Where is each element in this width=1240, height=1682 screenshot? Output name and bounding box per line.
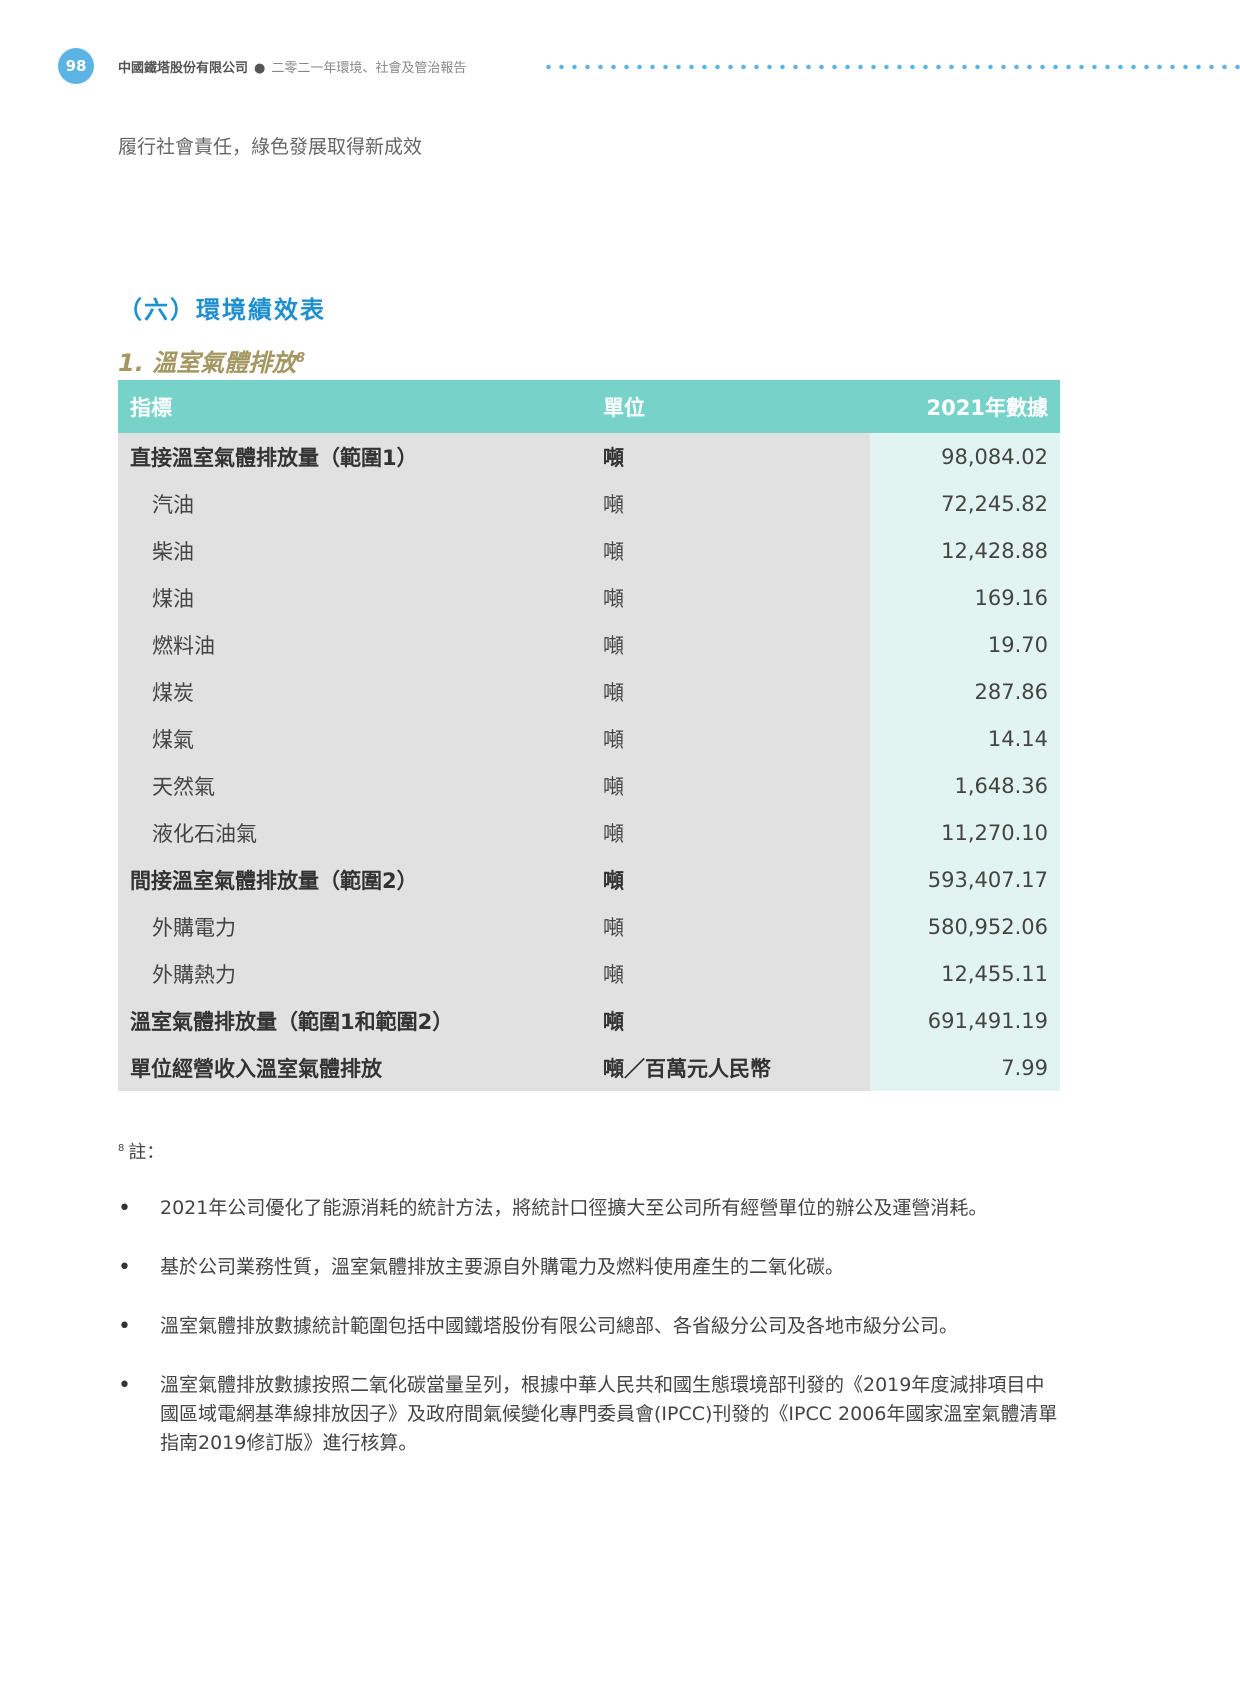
indicator-cell: 天然氣: [118, 762, 591, 809]
table-row: 天然氣噸 1,648.36: [118, 762, 1060, 809]
value-cell: 580,952.06: [870, 903, 1060, 950]
value-cell: 1,648.36: [870, 762, 1060, 809]
unit-cell: 噸: [591, 574, 870, 621]
unit-cell: 噸: [591, 715, 870, 762]
table-header: 指標 單位 2021年數據: [118, 380, 1060, 433]
unit-cell: 噸: [591, 668, 870, 715]
company-name: 中國鐵塔股份有限公司: [118, 61, 249, 76]
report-title: 二零二一年環境、社會及管治報告: [271, 61, 467, 76]
unit-cell: 噸: [591, 762, 870, 809]
table-row: 汽油噸 72,245.82: [118, 480, 1060, 527]
table-row: 外購熱力噸 12,455.11: [118, 950, 1060, 997]
value-cell: 593,407.17: [870, 856, 1060, 903]
value-cell: 11,270.10: [870, 809, 1060, 856]
indicator-cell: 外購熱力: [118, 950, 591, 997]
unit-cell: 噸／百萬元人民幣: [591, 1044, 870, 1091]
separator-dot: ●: [254, 61, 266, 76]
column-header-value: 2021年數據: [870, 380, 1060, 433]
value-cell: 7.99: [870, 1044, 1060, 1091]
footnote-list: 2021年公司優化了能源消耗的統計方法，將統計口徑擴大至公司所有經營單位的辦公及…: [118, 1194, 1063, 1488]
dotted-rule: [542, 64, 1240, 70]
list-item: 溫室氣體排放數據統計範圍包括中國鐵塔股份有限公司總部、各省級分公司及各地市級分公…: [118, 1312, 1063, 1341]
value-cell: 12,428.88: [870, 527, 1060, 574]
running-header: 中國鐵塔股份有限公司 ● 二零二一年環境、社會及管治報告: [118, 57, 466, 76]
unit-cell: 噸: [591, 527, 870, 574]
value-cell: 98,084.02: [870, 433, 1060, 480]
unit-cell: 噸: [591, 950, 870, 997]
table-row: 間接溫室氣體排放量（範圍2）噸 593,407.17: [118, 856, 1060, 903]
indicator-cell: 間接溫室氣體排放量（範圍2）: [118, 856, 591, 903]
list-item: 基於公司業務性質，溫室氣體排放主要源自外購電力及燃料使用產生的二氧化碳。: [118, 1253, 1063, 1282]
unit-cell: 噸: [591, 903, 870, 950]
table-row: 煤炭噸 287.86: [118, 668, 1060, 715]
table-row: 燃料油噸 19.70: [118, 621, 1060, 668]
value-cell: 19.70: [870, 621, 1060, 668]
column-header-unit: 單位: [591, 380, 870, 433]
table-row: 液化石油氣噸 11,270.10: [118, 809, 1060, 856]
page-number-badge: 98: [58, 48, 94, 84]
indicator-cell: 汽油: [118, 480, 591, 527]
section-title: 履行社會責任，綠色發展取得新成效: [118, 136, 423, 158]
unit-cell: 噸: [591, 809, 870, 856]
indicator-cell: 液化石油氣: [118, 809, 591, 856]
indicator-cell: 溫室氣體排放量（範圍1和範圍2）: [118, 997, 591, 1044]
table-row: 溫室氣體排放量（範圍1和範圍2）噸 691,491.19: [118, 997, 1060, 1044]
heading: （六）環境績效表: [118, 296, 326, 324]
column-header-indicator: 指標: [118, 380, 591, 433]
unit-cell: 噸: [591, 856, 870, 903]
indicator-cell: 柴油: [118, 527, 591, 574]
table-row: 外購電力噸 580,952.06: [118, 903, 1060, 950]
table-row: 煤氣噸 14.14: [118, 715, 1060, 762]
indicator-cell: 煤炭: [118, 668, 591, 715]
table-row: 煤油噸 169.16: [118, 574, 1060, 621]
value-cell: 287.86: [870, 668, 1060, 715]
unit-cell: 噸: [591, 621, 870, 668]
table-row: 單位經營收入溫室氣體排放 噸／百萬元人民幣 7.99: [118, 1044, 1060, 1091]
unit-cell: 噸: [591, 433, 870, 480]
list-item: 溫室氣體排放數據按照二氧化碳當量呈列，根據中華人民共和國生態環境部刊發的《201…: [118, 1371, 1063, 1458]
footnote-ref: 8: [296, 351, 306, 366]
indicator-cell: 直接溫室氣體排放量（範圍1）: [118, 433, 591, 480]
list-item: 2021年公司優化了能源消耗的統計方法，將統計口徑擴大至公司所有經營單位的辦公及…: [118, 1194, 1063, 1223]
footnote-label: 8 註：: [118, 1142, 165, 1163]
indicator-cell: 煤氣: [118, 715, 591, 762]
table-row: 直接溫室氣體排放量（範圍1）噸 98,084.02: [118, 433, 1060, 480]
value-cell: 14.14: [870, 715, 1060, 762]
value-cell: 169.16: [870, 574, 1060, 621]
subheading: 1. 溫室氣體排放8: [118, 349, 306, 377]
value-cell: 72,245.82: [870, 480, 1060, 527]
indicator-cell: 外購電力: [118, 903, 591, 950]
value-cell: 12,455.11: [870, 950, 1060, 997]
indicator-cell: 燃料油: [118, 621, 591, 668]
unit-cell: 噸: [591, 480, 870, 527]
indicator-cell: 煤油: [118, 574, 591, 621]
ghg-emissions-table: 指標 單位 2021年數據 直接溫室氣體排放量（範圍1）噸 98,084.02 汽油…: [118, 380, 1060, 1091]
table-row: 柴油噸 12,428.88: [118, 527, 1060, 574]
value-cell: 691,491.19: [870, 997, 1060, 1044]
unit-cell: 噸: [591, 997, 870, 1044]
indicator-cell: 單位經營收入溫室氣體排放: [118, 1044, 591, 1091]
